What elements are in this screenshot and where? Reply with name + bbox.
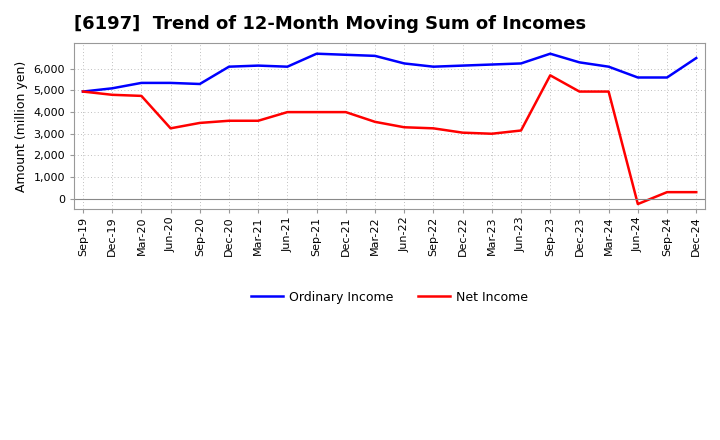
Net Income [546, 73, 554, 78]
Ordinary Income [312, 51, 321, 56]
Net Income [312, 110, 321, 115]
Net Income [195, 120, 204, 125]
Ordinary Income [195, 81, 204, 87]
Net Income [459, 130, 467, 136]
Net Income [78, 89, 87, 94]
Ordinary Income [137, 80, 145, 85]
Ordinary Income [517, 61, 526, 66]
Net Income [634, 202, 642, 207]
Ordinary Income [662, 75, 671, 80]
Ordinary Income [400, 61, 408, 66]
Net Income [662, 190, 671, 195]
Net Income [517, 128, 526, 133]
Ordinary Income [225, 64, 233, 70]
Net Income [137, 93, 145, 99]
Net Income [575, 89, 584, 94]
Line: Ordinary Income: Ordinary Income [83, 54, 696, 92]
Net Income [400, 125, 408, 130]
Ordinary Income [78, 89, 87, 94]
Net Income [225, 118, 233, 123]
Legend: Ordinary Income, Net Income: Ordinary Income, Net Income [246, 286, 533, 309]
Net Income [341, 110, 350, 115]
Text: [6197]  Trend of 12-Month Moving Sum of Incomes: [6197] Trend of 12-Month Moving Sum of I… [74, 15, 586, 33]
Ordinary Income [487, 62, 496, 67]
Ordinary Income [254, 63, 263, 68]
Ordinary Income [108, 86, 117, 91]
Net Income [604, 89, 613, 94]
Ordinary Income [283, 64, 292, 70]
Net Income [283, 110, 292, 115]
Net Income [371, 119, 379, 125]
Ordinary Income [634, 75, 642, 80]
Ordinary Income [371, 53, 379, 59]
Ordinary Income [604, 64, 613, 70]
Ordinary Income [692, 55, 701, 61]
Ordinary Income [459, 63, 467, 68]
Y-axis label: Amount (million yen): Amount (million yen) [15, 61, 28, 192]
Ordinary Income [546, 51, 554, 56]
Net Income [487, 131, 496, 136]
Ordinary Income [429, 64, 438, 70]
Ordinary Income [341, 52, 350, 58]
Ordinary Income [166, 80, 175, 85]
Net Income [692, 190, 701, 195]
Ordinary Income [575, 60, 584, 65]
Line: Net Income: Net Income [83, 75, 696, 204]
Net Income [254, 118, 263, 123]
Net Income [429, 126, 438, 131]
Net Income [166, 126, 175, 131]
Net Income [108, 92, 117, 97]
